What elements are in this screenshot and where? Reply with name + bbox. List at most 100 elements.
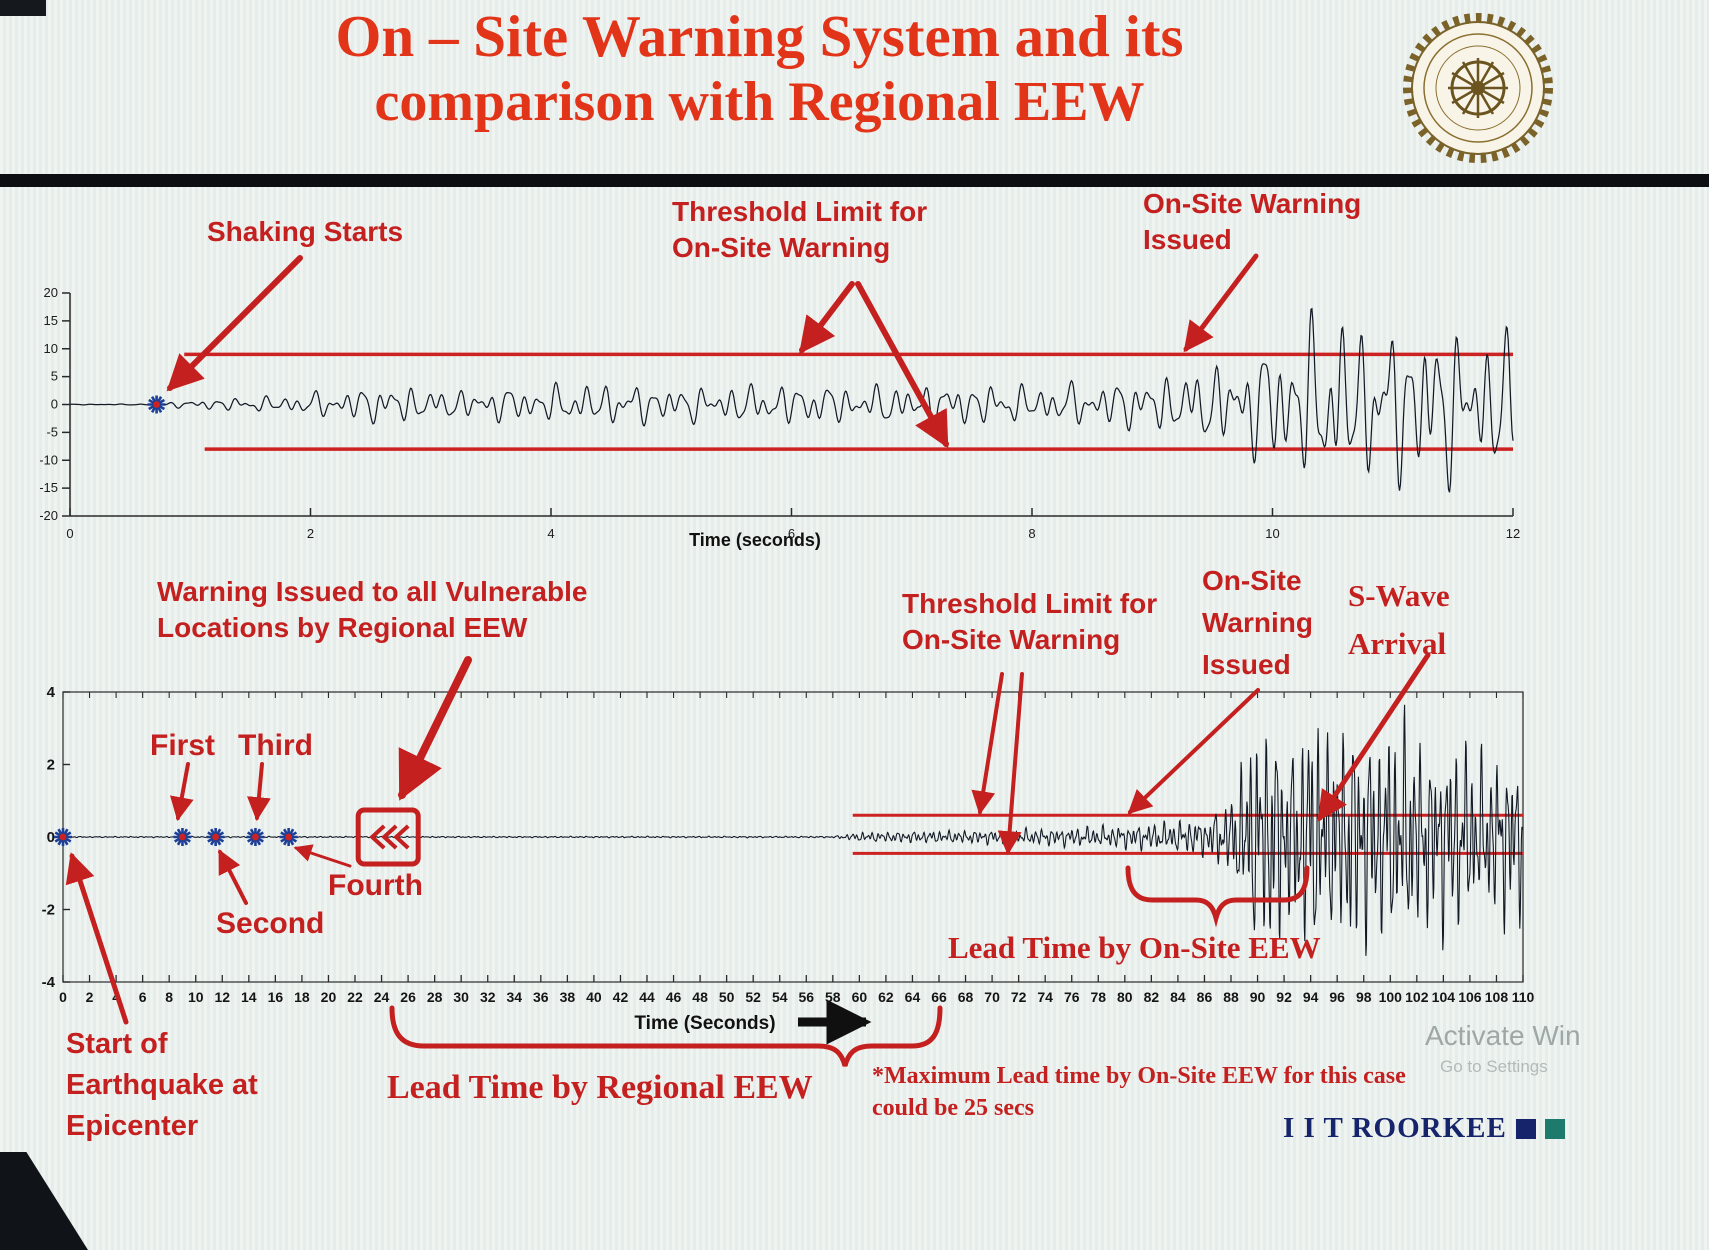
svg-text:94: 94	[1303, 989, 1319, 1005]
brand-text: I I T ROORKEE	[1283, 1112, 1507, 1144]
svg-text:4: 4	[547, 526, 554, 541]
scan-artifact-top-left	[0, 0, 46, 16]
annotation-onsite-warning-issued-top: On-Site Warning Issued	[1143, 188, 1362, 256]
bottom-x-axis-label: Time (Seconds)	[634, 1013, 775, 1034]
svg-text:74: 74	[1037, 989, 1053, 1005]
svg-text:12: 12	[1506, 526, 1520, 541]
svg-text:104: 104	[1432, 989, 1456, 1005]
svg-text:34: 34	[506, 989, 522, 1005]
svg-text:-5: -5	[46, 424, 58, 439]
annotation-p-wave-first: First	[150, 729, 216, 762]
slide-title-line2: comparison with Regional EEW	[374, 71, 1145, 134]
svg-text:0: 0	[47, 829, 55, 846]
svg-text:102: 102	[1405, 989, 1429, 1005]
svg-text:24: 24	[374, 989, 390, 1005]
svg-text:108: 108	[1485, 989, 1509, 1005]
svg-text:32: 32	[480, 989, 496, 1005]
brand-square-teal-icon	[1544, 1118, 1565, 1139]
slide-header: On – Site Warning System and its compari…	[120, 2, 1399, 135]
svg-text:48: 48	[692, 989, 708, 1005]
svg-text:78: 78	[1090, 989, 1106, 1005]
svg-text:58: 58	[825, 989, 841, 1005]
svg-text:110: 110	[1512, 989, 1535, 1005]
svg-text:10: 10	[188, 989, 204, 1005]
svg-text:56: 56	[798, 989, 814, 1005]
iit-roorkee-logo	[1398, 8, 1558, 168]
svg-text:30: 30	[453, 989, 469, 1005]
svg-text:76: 76	[1064, 989, 1080, 1005]
annotation-lead-time-regional: Lead Time by Regional EEW	[387, 1069, 813, 1106]
svg-text:2: 2	[47, 757, 55, 774]
svg-text:20: 20	[44, 285, 58, 300]
svg-text:40: 40	[586, 989, 602, 1005]
svg-text:-10: -10	[40, 452, 58, 467]
svg-text:14: 14	[241, 989, 257, 1005]
header-divider-bar	[0, 174, 1709, 187]
svg-text:70: 70	[984, 989, 1000, 1005]
svg-text:28: 28	[427, 989, 443, 1005]
svg-text:8: 8	[165, 989, 173, 1005]
svg-text:92: 92	[1276, 989, 1292, 1005]
annotation-p-wave-second: Second	[216, 907, 325, 940]
annotation-onsite-warning-issued-bottom: On-Site Warning Issued	[1202, 565, 1313, 680]
svg-text:54: 54	[772, 989, 788, 1005]
svg-text:26: 26	[400, 989, 416, 1005]
windows-activate-watermark-sub: Go to Settings	[1440, 1057, 1548, 1076]
svg-text:0: 0	[51, 397, 58, 412]
svg-text:5: 5	[51, 369, 58, 384]
svg-text:38: 38	[560, 989, 576, 1005]
annotation-threshold-limit-bottom: Threshold Limit for On-Site Warning	[902, 588, 1158, 656]
svg-text:0: 0	[59, 989, 67, 1005]
svg-text:0: 0	[66, 526, 73, 541]
svg-text:90: 90	[1250, 989, 1266, 1005]
svg-text:80: 80	[1117, 989, 1133, 1005]
annotation-p-wave-fourth: Fourth	[328, 869, 423, 902]
svg-text:16: 16	[268, 989, 284, 1005]
svg-text:8: 8	[1028, 526, 1035, 541]
svg-text:-2: -2	[42, 902, 55, 919]
svg-text:2: 2	[86, 989, 94, 1005]
svg-text:18: 18	[294, 989, 310, 1005]
annotation-p-wave-third: Third	[238, 729, 313, 762]
slide-title-line1: On – Site Warning System and its	[335, 3, 1184, 69]
svg-text:96: 96	[1329, 989, 1345, 1005]
svg-text:62: 62	[878, 989, 894, 1005]
annotation-shaking-starts: Shaking Starts	[207, 216, 404, 247]
svg-text:-20: -20	[40, 508, 58, 523]
svg-text:50: 50	[719, 989, 735, 1005]
svg-text:36: 36	[533, 989, 549, 1005]
svg-text:10: 10	[44, 341, 58, 356]
annotation-s-wave-arrival: S-Wave Arrival	[1348, 578, 1450, 662]
svg-text:15: 15	[44, 313, 58, 328]
svg-text:6: 6	[139, 989, 147, 1005]
brand-square-navy-icon	[1515, 1118, 1536, 1139]
svg-text:6: 6	[788, 526, 795, 541]
svg-text:46: 46	[666, 989, 682, 1005]
svg-text:72: 72	[1011, 989, 1027, 1005]
svg-text:98: 98	[1356, 989, 1372, 1005]
svg-text:22: 22	[347, 989, 363, 1005]
svg-text:88: 88	[1223, 989, 1239, 1005]
annotation-threshold-limit-top: Threshold Limit for On-Site Warning	[672, 196, 928, 264]
svg-text:60: 60	[852, 989, 868, 1005]
svg-text:86: 86	[1197, 989, 1213, 1005]
top-x-axis-label: Time (seconds)	[689, 530, 821, 550]
svg-text:82: 82	[1144, 989, 1160, 1005]
svg-text:66: 66	[931, 989, 947, 1005]
svg-text:2: 2	[307, 526, 314, 541]
annotation-regional-warning: Warning Issued to all Vulnerable Locatio…	[157, 576, 588, 644]
svg-text:4: 4	[112, 989, 120, 1005]
svg-text:44: 44	[639, 989, 655, 1005]
svg-text:12: 12	[214, 989, 230, 1005]
annotation-start-epicenter: Start of Earthquake at Epicenter	[66, 1028, 258, 1143]
svg-text:42: 42	[613, 989, 629, 1005]
svg-text:4: 4	[47, 685, 56, 701]
svg-text:100: 100	[1379, 989, 1403, 1005]
iit-roorkee-emblem-icon	[1403, 13, 1553, 163]
svg-text:-15: -15	[40, 480, 58, 495]
annotation-lead-time-onsite: Lead Time by On-Site EEW	[948, 930, 1321, 965]
svg-text:106: 106	[1458, 989, 1482, 1005]
svg-text:64: 64	[905, 989, 921, 1005]
footer-brand: I I T ROORKEE	[1283, 1112, 1565, 1145]
annotation-max-lead-note: *Maximum Lead time by On-Site EEW for th…	[872, 1063, 1406, 1122]
